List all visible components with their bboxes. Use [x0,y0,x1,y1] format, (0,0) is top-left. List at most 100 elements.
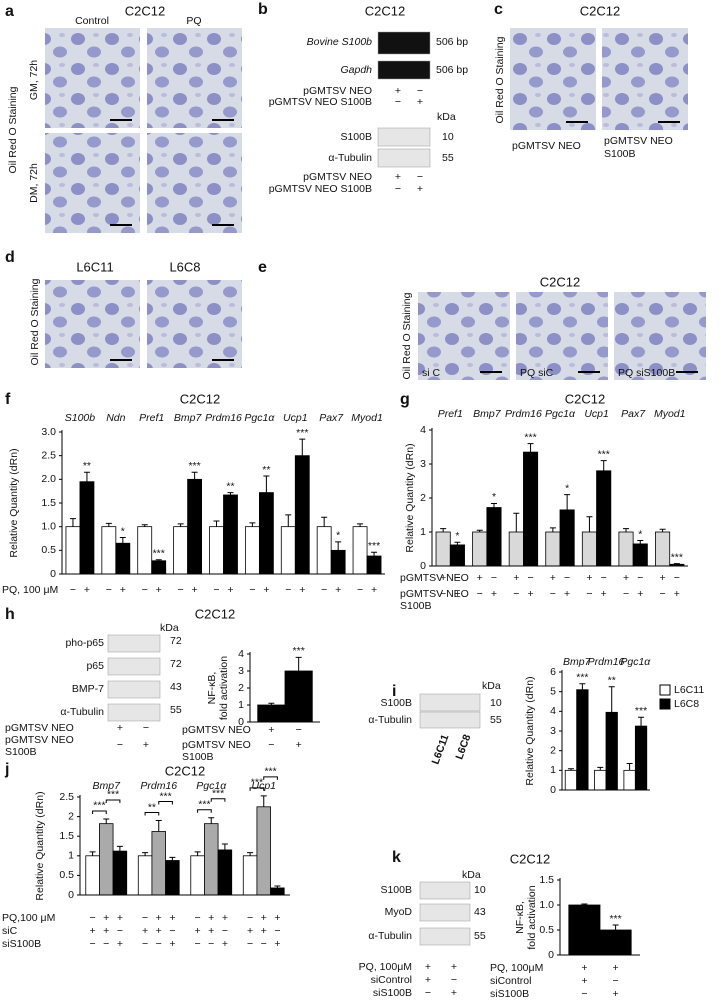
condition-mark: + [613,988,619,1000]
panel-title: C2C12 [180,391,220,406]
error-bar [321,516,328,527]
y-tick-label: 1 [550,764,556,776]
condition-mark: − [169,925,175,937]
micrograph [516,292,608,380]
significance: *** [671,551,683,563]
condition-mark: + [513,572,519,584]
significance: ** [608,675,616,687]
condition-mark: + [335,584,341,596]
condition-mark: − [451,974,457,986]
condition-mark: − [601,572,607,584]
significance: *** [598,448,610,460]
kda-unit: kDa [437,111,456,123]
legend-label: L6C8 [674,698,699,710]
kda: 43 [170,681,182,693]
condition-label: pGMTSV NEO [400,572,469,584]
category-label: Prdm16 [505,408,542,420]
condition-mark: − [586,588,592,600]
condition-mark: + [660,572,666,584]
y-tick-label: 1.0 [41,520,56,532]
y-tick-label: 2 [68,810,74,822]
condition-label: siControl [371,974,412,986]
panel-letter: c [494,1,503,18]
bar [655,531,671,567]
panel-letter: h [5,606,15,623]
error-bar [638,716,645,727]
condition-label: S100B [400,600,432,612]
category-label: S100b [65,412,96,424]
condition-mark: − [477,588,483,600]
y-tick-label: 0 [50,568,56,580]
blot [419,693,481,712]
error-bar [549,527,556,532]
bar [284,670,313,723]
significance: * [638,528,642,540]
y-tick-label: 4 [550,705,556,717]
error-bar [142,852,149,856]
stain-label: Oil Red O Staining [7,86,19,173]
category-label: Myod1 [351,412,383,424]
condition-mark: + [120,584,126,596]
error-bar [285,514,292,527]
condition-mark: + [156,912,162,924]
blot-label: α-Tubulin [60,706,104,718]
error-bar [221,843,228,850]
category-label: Ucp1 [251,780,276,792]
bar [115,542,131,575]
row-label: DM, 72h [28,163,40,203]
blot [107,657,161,676]
error-bar [579,683,586,690]
micrograph [418,292,510,380]
bar [605,711,618,791]
significance: *** [264,766,276,778]
blot [419,881,471,900]
condition-label: pGMTSV NEO S100B [269,96,372,108]
condition-mark: − [247,938,253,950]
panel-letter: a [5,3,14,20]
gel-size: 506 bp [436,36,468,48]
bar [449,544,465,567]
significance: ** [148,801,156,813]
bar [65,526,81,575]
y-tick-label: 1.5 [539,874,554,886]
category-label: Prdm16 [140,780,177,792]
kda: 55 [170,704,182,716]
y-axis-label: Relative Quantity (dRn) [404,443,416,552]
condition-mark: − [527,572,533,584]
gel-label: Bovine S100b [307,36,373,48]
condition-mark: + [417,183,423,195]
condition-mark: + [417,96,423,108]
condition-mark: − [395,183,401,195]
lane-label: L6C11 [430,733,452,766]
stain-label: Oil Red O Staining [494,36,506,123]
error-bar [612,924,619,930]
error-bar [608,686,615,713]
condition-mark: − [142,938,148,950]
micrograph [147,28,242,128]
blot [419,903,471,922]
kda: 43 [474,906,486,918]
significance: * [455,530,459,542]
bar [244,526,260,575]
legend-swatch [659,698,671,710]
condition-mark: + [274,912,280,924]
significance: ** [262,464,270,476]
condition-mark: + [395,171,401,183]
category-label: Bmp7 [473,408,502,420]
condition-mark: + [263,584,269,596]
error-bar [194,851,201,856]
blot-label: α-Tubulin [368,714,412,726]
condition-mark: + [425,974,431,986]
panel-title: C2C12 [195,606,235,621]
blot-label: p65 [86,660,104,672]
error-bar [299,438,306,456]
bar [256,806,271,896]
error-bar [440,528,447,532]
blot-label: pho-p65 [65,637,104,649]
condition-label: siS100B [490,988,529,1000]
blot [377,148,431,168]
condition-label: pGMTSV NEO [303,171,372,183]
bar [564,769,578,791]
bar [594,769,607,791]
condition-mark: − [156,938,162,950]
